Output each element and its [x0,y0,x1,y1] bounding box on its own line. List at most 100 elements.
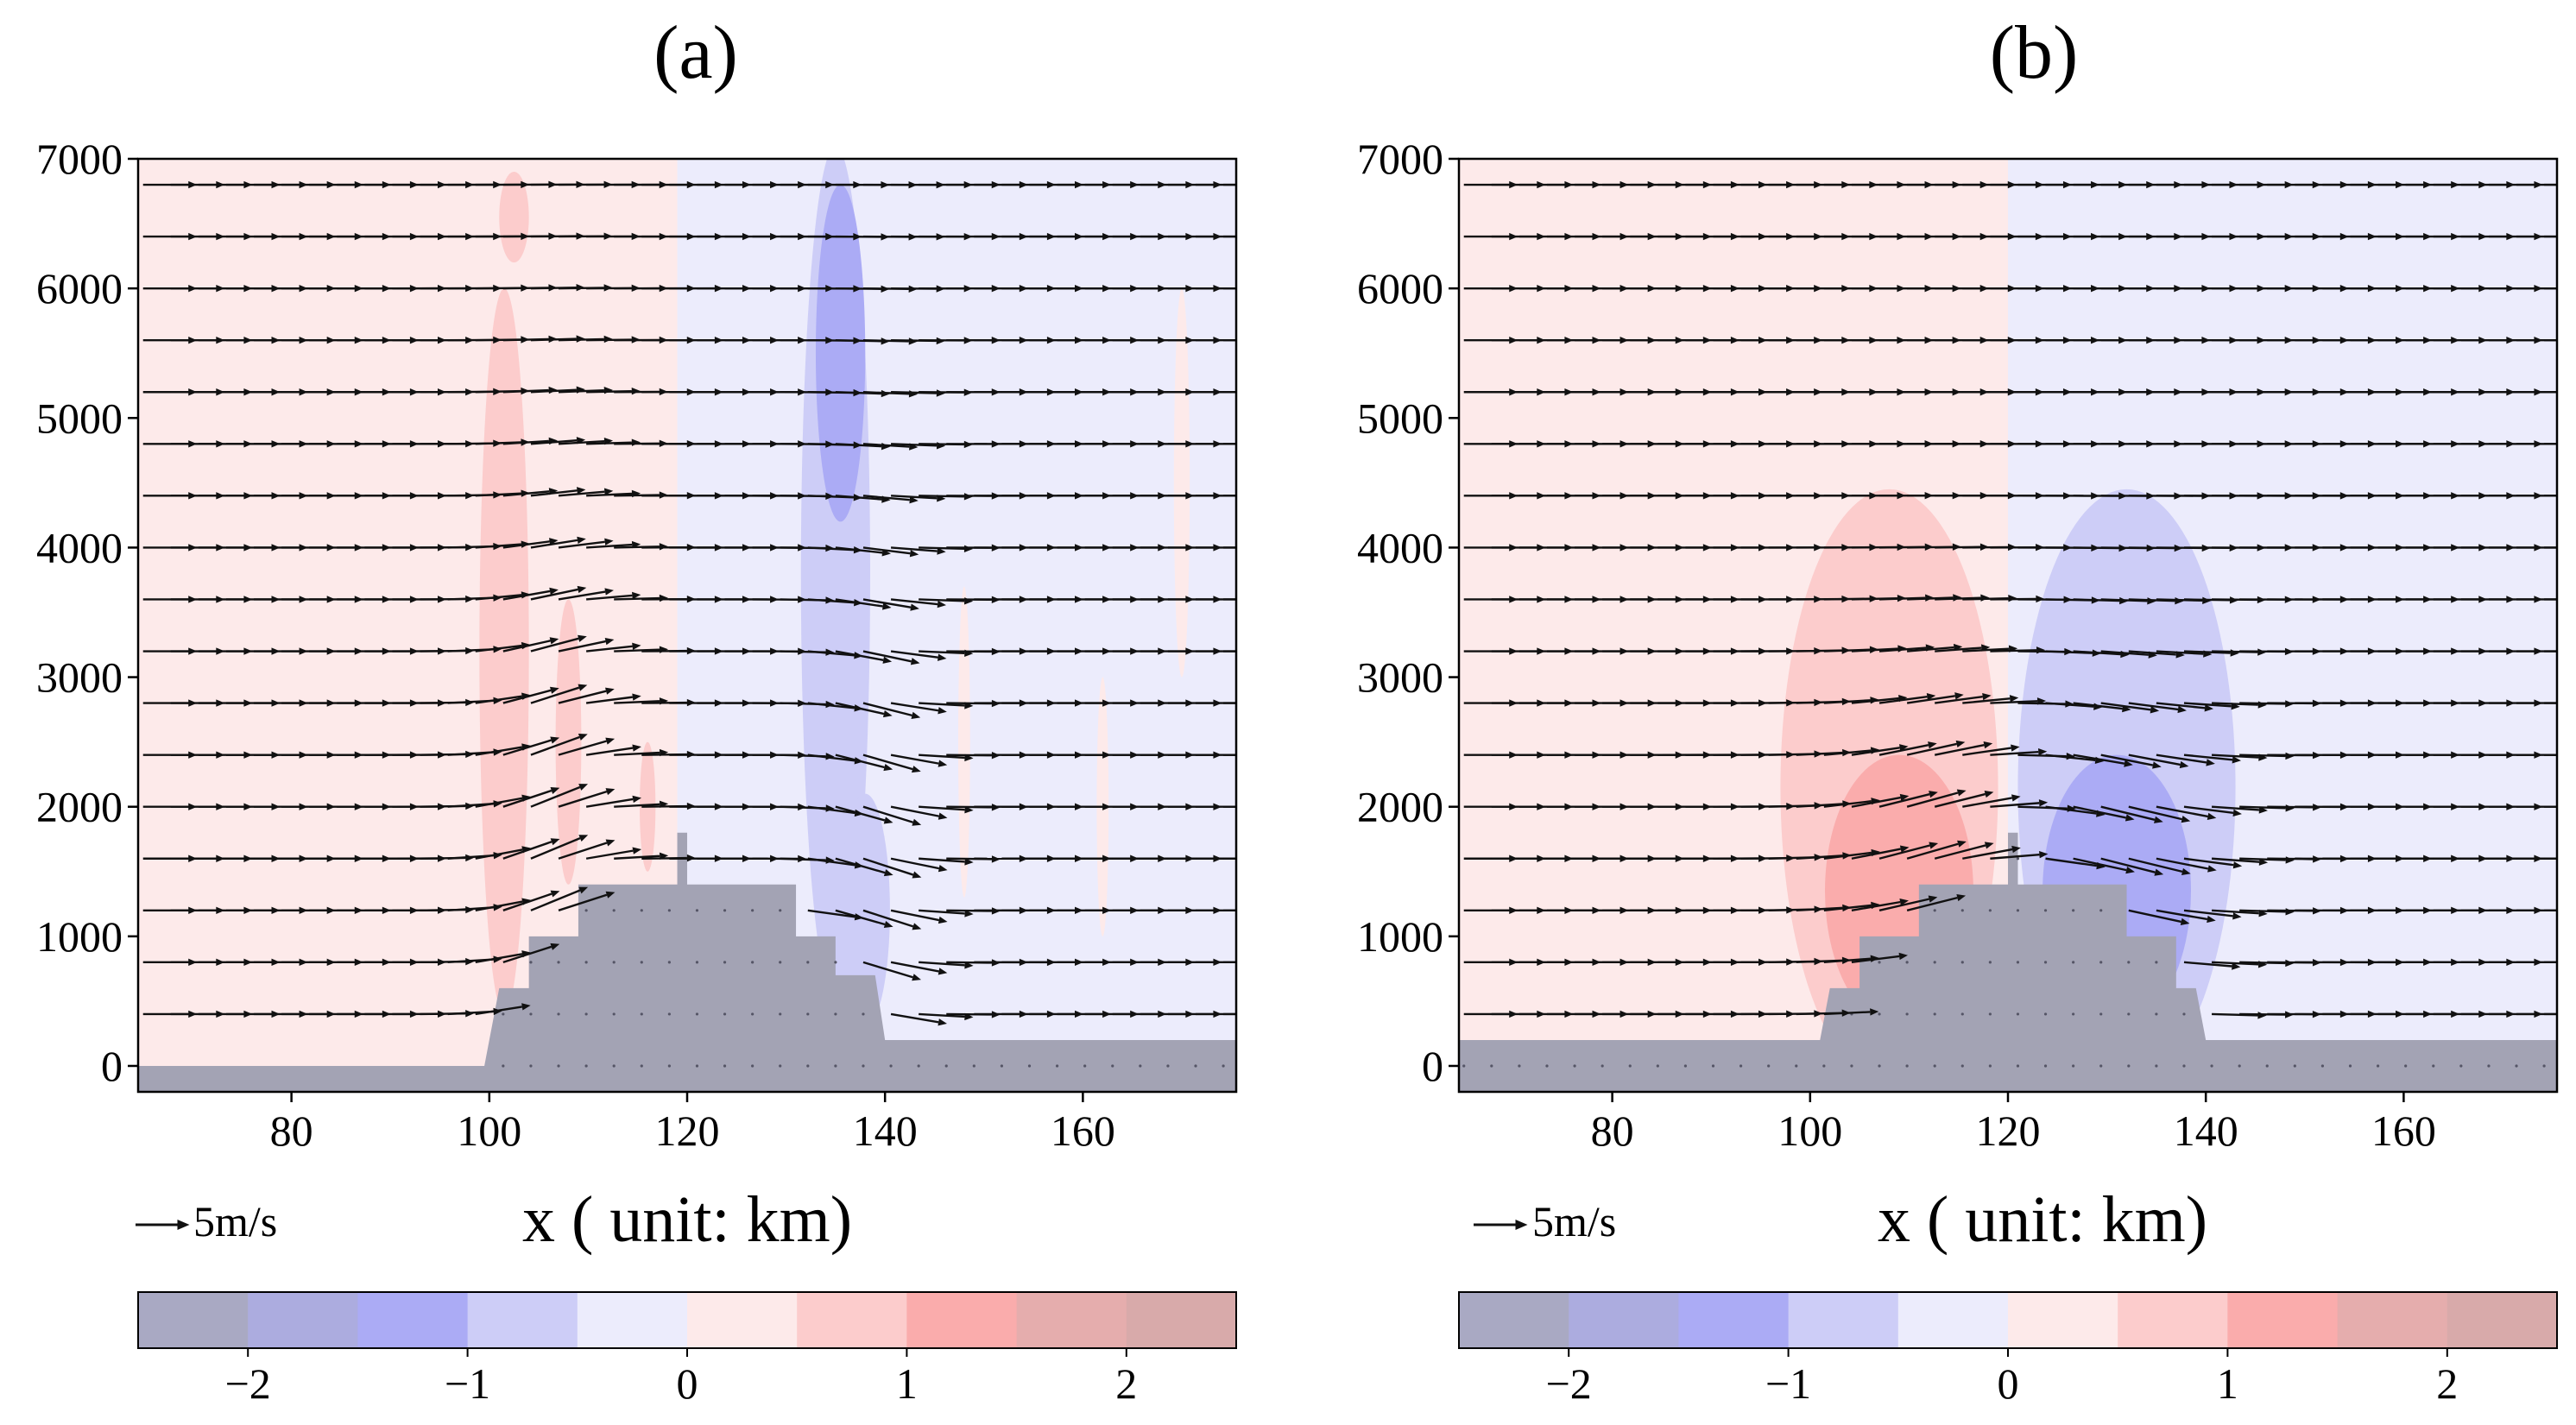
y-tick-label: 2000 [1357,783,1443,831]
terrain-grid-dot [668,961,671,963]
x-tick-label: 100 [457,1107,521,1155]
terrain-grid-dot [751,961,754,963]
terrain-grid-dot [1878,1012,1880,1015]
x-tick-label: 80 [1591,1107,1634,1155]
x-tick-label: 120 [1976,1107,2041,1155]
terrain-grid-dot [1878,961,1880,963]
colorbar-tick-label: −2 [1546,1359,1592,1408]
colorbar-tick-label: 1 [2217,1359,2238,1408]
colorbar-segment [2338,1292,2448,1348]
terrain-grid-dot [2099,961,2102,963]
terrain-grid-dot [1906,961,1909,963]
terrain-grid-dot [2404,1064,2407,1067]
terrain-grid-dot [2099,909,2102,911]
colorbar-segment [2447,1292,2558,1348]
terrain-grid-dot [1822,1064,1825,1067]
colorbar-segment [906,1292,1017,1348]
panel-b: (b) x ( unit: km) 5m/s 01000200030004000… [1357,11,2576,1408]
panel-b-plot-area [1459,159,2576,1092]
terrain-grid-dot [2017,857,2019,860]
terrain-grid-dot [2515,1064,2517,1067]
terrain-grid-dot [723,961,726,963]
terrain-grid-dot [1028,1064,1031,1067]
terrain-grid-dot [585,1064,588,1067]
terrain-grid-dot [1056,1064,1058,1067]
terrain-grid-dot [779,1012,781,1015]
terrain-grid-dot [2099,1012,2102,1015]
terrain-grid-dot [1194,1064,1196,1067]
terrain-grid-dot [1934,1064,1936,1067]
colorbar-segment [687,1292,798,1348]
terrain-grid-dot [889,1064,892,1067]
terrain-grid-dot [806,961,809,963]
terrain-grid-dot [779,961,781,963]
y-tick-label: 3000 [1357,653,1443,702]
y-tick-label: 3000 [36,653,123,702]
terrain-grid-dot [918,1064,920,1067]
terrain-grid-dot [641,909,643,911]
terrain-grid-dot [1934,909,1936,911]
y-tick-label: 4000 [1357,523,1443,571]
terrain-grid-dot [1906,1012,1909,1015]
terrain-grid-dot [668,909,671,911]
terrain-grid-dot [2017,1012,2019,1015]
terrain-grid-dot [696,1064,698,1067]
terrain-grid-dot [2182,1064,2185,1067]
terrain-grid-dot [2044,909,2047,911]
colorbar-segment [1678,1292,1789,1348]
terrain-grid-dot [2044,1064,2047,1067]
terrain-grid-dot [751,909,754,911]
terrain-grid-dot [1545,1064,1548,1067]
colorbar-segment [2008,1292,2118,1348]
panel-b-title: (b) [1990,11,2079,95]
terrain-grid-dot [862,1012,864,1015]
terrain-grid-dot [2294,1064,2296,1067]
colorbar-segment [357,1292,468,1348]
terrain-grid-dot [529,961,532,963]
terrain-grid-dot [1001,1064,1003,1067]
terrain-grid-dot [2044,961,2047,963]
terrain-grid-dot [1111,1064,1114,1067]
terrain-grid-dot [1462,1064,1465,1067]
panel-b-xlabel: x ( unit: km) [1878,1183,2207,1256]
terrain-grid-dot [668,1064,671,1067]
colorbar-tick-label: 2 [2436,1359,2458,1408]
y-tick-label: 5000 [1357,394,1443,442]
terrain-grid-dot [2238,1064,2241,1067]
terrain-grid-dot [641,1012,643,1015]
terrain-grid-dot [2072,909,2074,911]
terrain-grid-dot [1490,1064,1493,1067]
colorbar-segment [1789,1292,1899,1348]
terrain-grid-dot [2487,1064,2490,1067]
terrain-grid-dot [1795,1064,1797,1067]
terrain-grid-dot [1989,909,1992,911]
terrain-grid-dot [723,909,726,911]
terrain-grid-dot [1222,1064,1225,1067]
terrain-grid-dot [1934,1012,1936,1015]
y-tick-label: 0 [101,1042,123,1090]
terrain-grid-dot [1989,1012,1992,1015]
colorbar-segment [138,1292,249,1348]
terrain-grid-dot [585,1012,588,1015]
y-tick-label: 5000 [36,394,123,442]
terrain-grid-dot [1934,961,1936,963]
y-tick-label: 7000 [1357,135,1443,183]
contour-anomaly [1174,288,1190,677]
terrain-grid-dot [834,1012,837,1015]
terrain-grid-dot [2432,1064,2434,1067]
y-tick-label: 6000 [36,264,123,312]
terrain-grid-dot [2266,1064,2269,1067]
terrain-grid-dot [529,1012,532,1015]
terrain-grid-dot [2155,961,2157,963]
colorbar-segment [1898,1292,2009,1348]
y-tick-label: 0 [1422,1042,1443,1090]
terrain-grid-dot [1961,909,1964,911]
terrain-grid-dot [723,1064,726,1067]
terrain-grid-dot [1878,1064,1880,1067]
terrain-grid-dot [945,1064,948,1067]
colorbar-segment [1569,1292,1679,1348]
x-tick-label: 100 [1777,1107,1842,1155]
terrain-grid-dot [834,1064,837,1067]
